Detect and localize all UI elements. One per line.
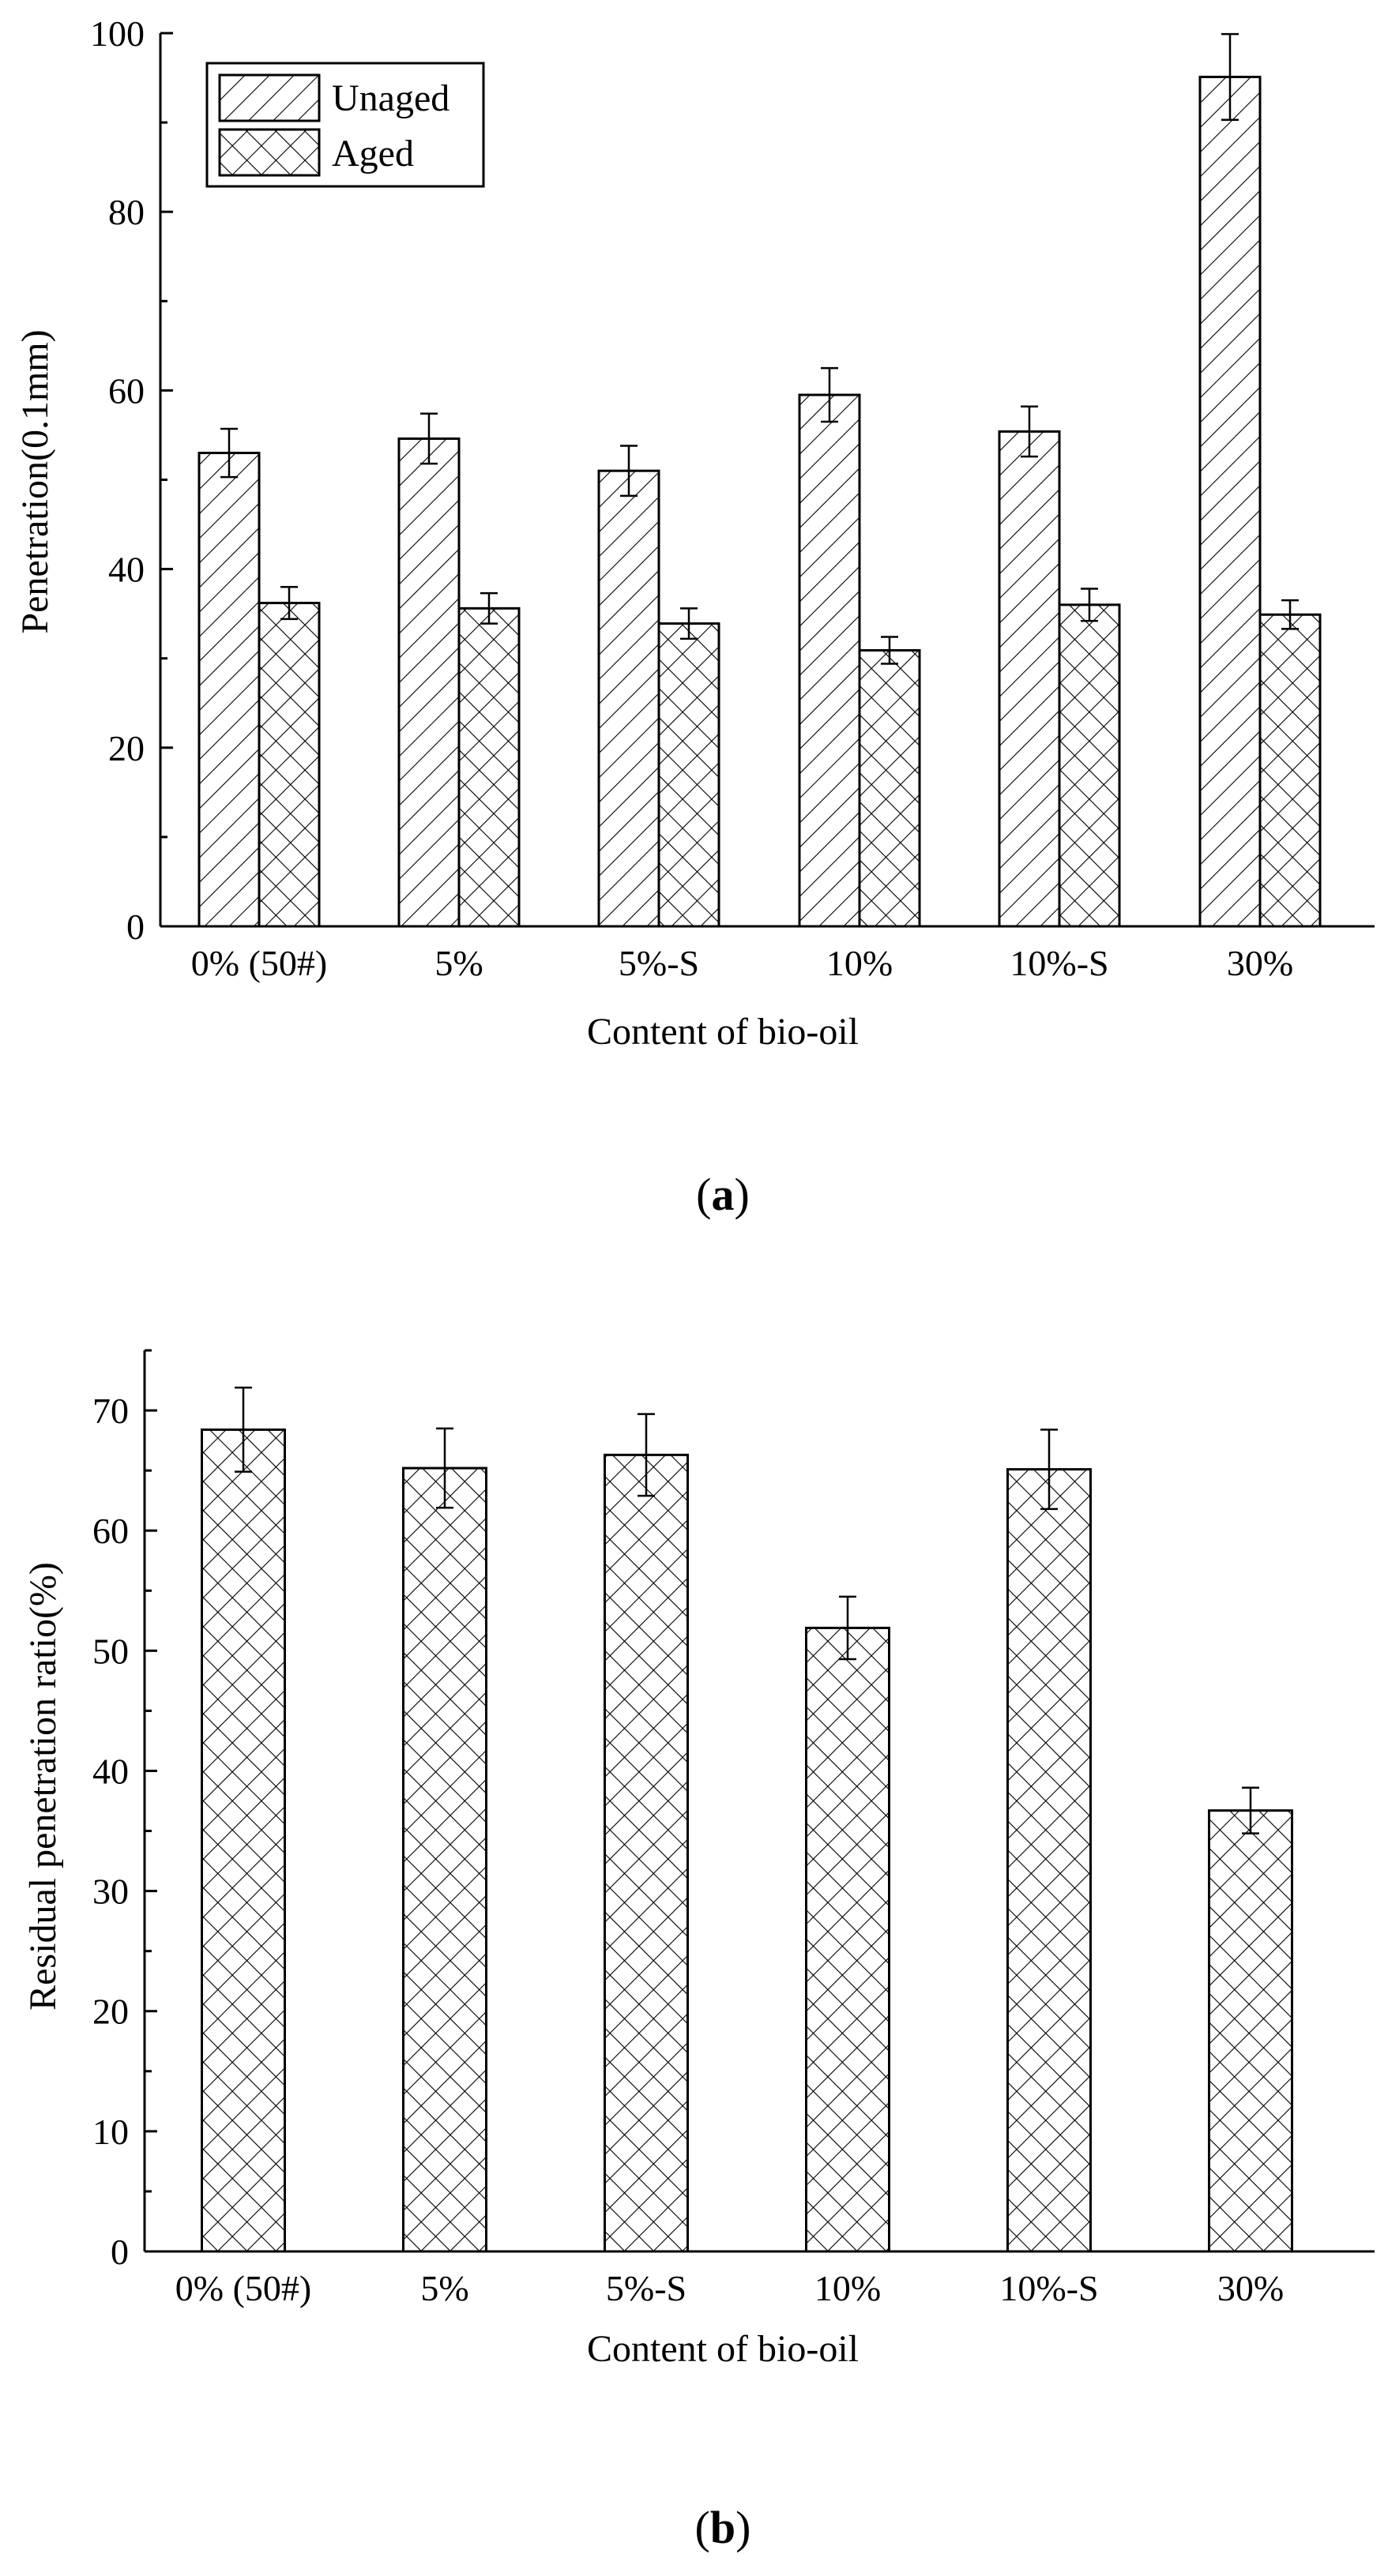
y-tick-label: 0 — [111, 2232, 129, 2272]
panel-caption: (b) — [695, 2502, 751, 2553]
bar-residual-penetration-ratio-2 — [604, 1453, 689, 2253]
x-tick-label: 5% — [434, 943, 483, 983]
legend-swatch-unaged — [218, 73, 321, 122]
bar-aged-2 — [657, 622, 720, 928]
bar-aged-3 — [858, 649, 921, 928]
error-bar — [1281, 599, 1299, 630]
legend: Unaged Aged — [205, 62, 485, 188]
x-tick-label: 30% — [1217, 2268, 1284, 2308]
bar-aged-5 — [1258, 613, 1322, 928]
error-bar — [821, 366, 838, 423]
y-axis-label: Residual penetration ratio(%) — [22, 1562, 64, 2011]
legend-label-aged: Aged — [332, 133, 414, 175]
y-tick-label: 20 — [92, 1992, 129, 2032]
error-bar — [680, 607, 698, 640]
x-tick-label: 5%-S — [606, 2268, 686, 2308]
legend-label-unaged: Unaged — [332, 77, 450, 119]
y-tick-label: 40 — [92, 1751, 129, 1791]
error-bar — [1242, 1786, 1259, 1834]
error-bar — [839, 1595, 856, 1661]
x-tick-label: 10%-S — [1010, 943, 1108, 983]
y-tick-label: 60 — [92, 1511, 129, 1551]
y-tick-label: 0 — [126, 907, 145, 947]
bar-residual-penetration-ratio-3 — [805, 1626, 890, 2253]
x-tick-label: 0% (50#) — [191, 943, 327, 983]
bar-unaged-2 — [597, 469, 660, 928]
bar-unaged-5 — [1198, 75, 1262, 928]
error-bar — [1221, 32, 1239, 121]
bar-unaged-3 — [798, 393, 861, 928]
x-tick-label: 10%-S — [999, 2268, 1098, 2308]
y-tick-label: 60 — [108, 370, 145, 411]
bar-aged-0 — [258, 602, 321, 928]
error-bar — [638, 1413, 655, 1497]
y-tick-label: 30 — [92, 1872, 129, 1912]
x-tick-label: 5% — [420, 2268, 468, 2308]
error-bar — [235, 1386, 252, 1473]
panel-caption: (a) — [696, 1169, 750, 1220]
bar-aged-4 — [1058, 603, 1121, 928]
error-bar — [480, 591, 498, 625]
y-tick-label: 40 — [108, 550, 145, 590]
error-bar — [220, 427, 238, 479]
error-bar — [620, 445, 638, 498]
error-bar — [280, 585, 298, 621]
bar-residual-penetration-ratio-5 — [1208, 1809, 1293, 2253]
x-tick-label: 0% (50#) — [175, 2268, 311, 2308]
bar-residual-penetration-ratio-4 — [1006, 1468, 1092, 2253]
y-axis-label: Penetration(0.1mm) — [14, 329, 56, 633]
error-bar — [1040, 1429, 1058, 1511]
y-tick-label: 10 — [92, 2112, 129, 2152]
error-bar — [1021, 405, 1038, 458]
bar-unaged-1 — [397, 437, 461, 928]
y-tick-label: 100 — [90, 13, 145, 54]
chart-panel-a: Penetration(0.1mm) Content of bio-oil (a… — [14, 13, 1375, 1220]
error-bar — [1081, 588, 1098, 622]
y-tick-label: 50 — [92, 1631, 129, 1671]
x-tick-label: 30% — [1227, 943, 1293, 983]
bar-unaged-0 — [197, 452, 261, 928]
bar-unaged-4 — [998, 430, 1061, 928]
y-tick-label: 20 — [108, 728, 145, 768]
x-axis-label: Content of bio-oil — [587, 1011, 859, 1053]
bar-aged-1 — [457, 606, 521, 928]
x-tick-label: 10% — [814, 2268, 881, 2308]
legend-swatch-aged — [218, 128, 321, 177]
error-bar — [881, 636, 898, 665]
y-tick-label: 80 — [108, 192, 145, 232]
x-axis-label: Content of bio-oil — [587, 2328, 859, 2370]
y-tick-label: 70 — [92, 1391, 129, 1431]
bar-residual-penetration-ratio-0 — [201, 1428, 286, 2253]
x-tick-label: 5%-S — [619, 943, 699, 983]
error-bar — [420, 412, 438, 465]
chart-panel-b: Residual penetration ratio(%) Content of… — [22, 1349, 1375, 2553]
x-tick-label: 10% — [826, 943, 893, 983]
error-bar — [436, 1427, 453, 1509]
bar-residual-penetration-ratio-1 — [402, 1466, 487, 2253]
